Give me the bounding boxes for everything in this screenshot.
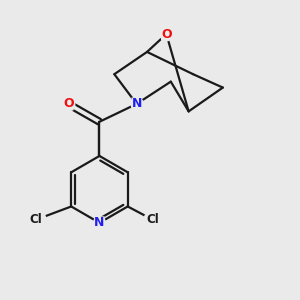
Text: O: O <box>63 98 74 110</box>
Text: N: N <box>94 216 105 229</box>
Text: Cl: Cl <box>29 213 42 226</box>
Text: O: O <box>161 28 172 40</box>
Text: N: N <box>131 98 142 110</box>
Text: Cl: Cl <box>147 213 159 226</box>
